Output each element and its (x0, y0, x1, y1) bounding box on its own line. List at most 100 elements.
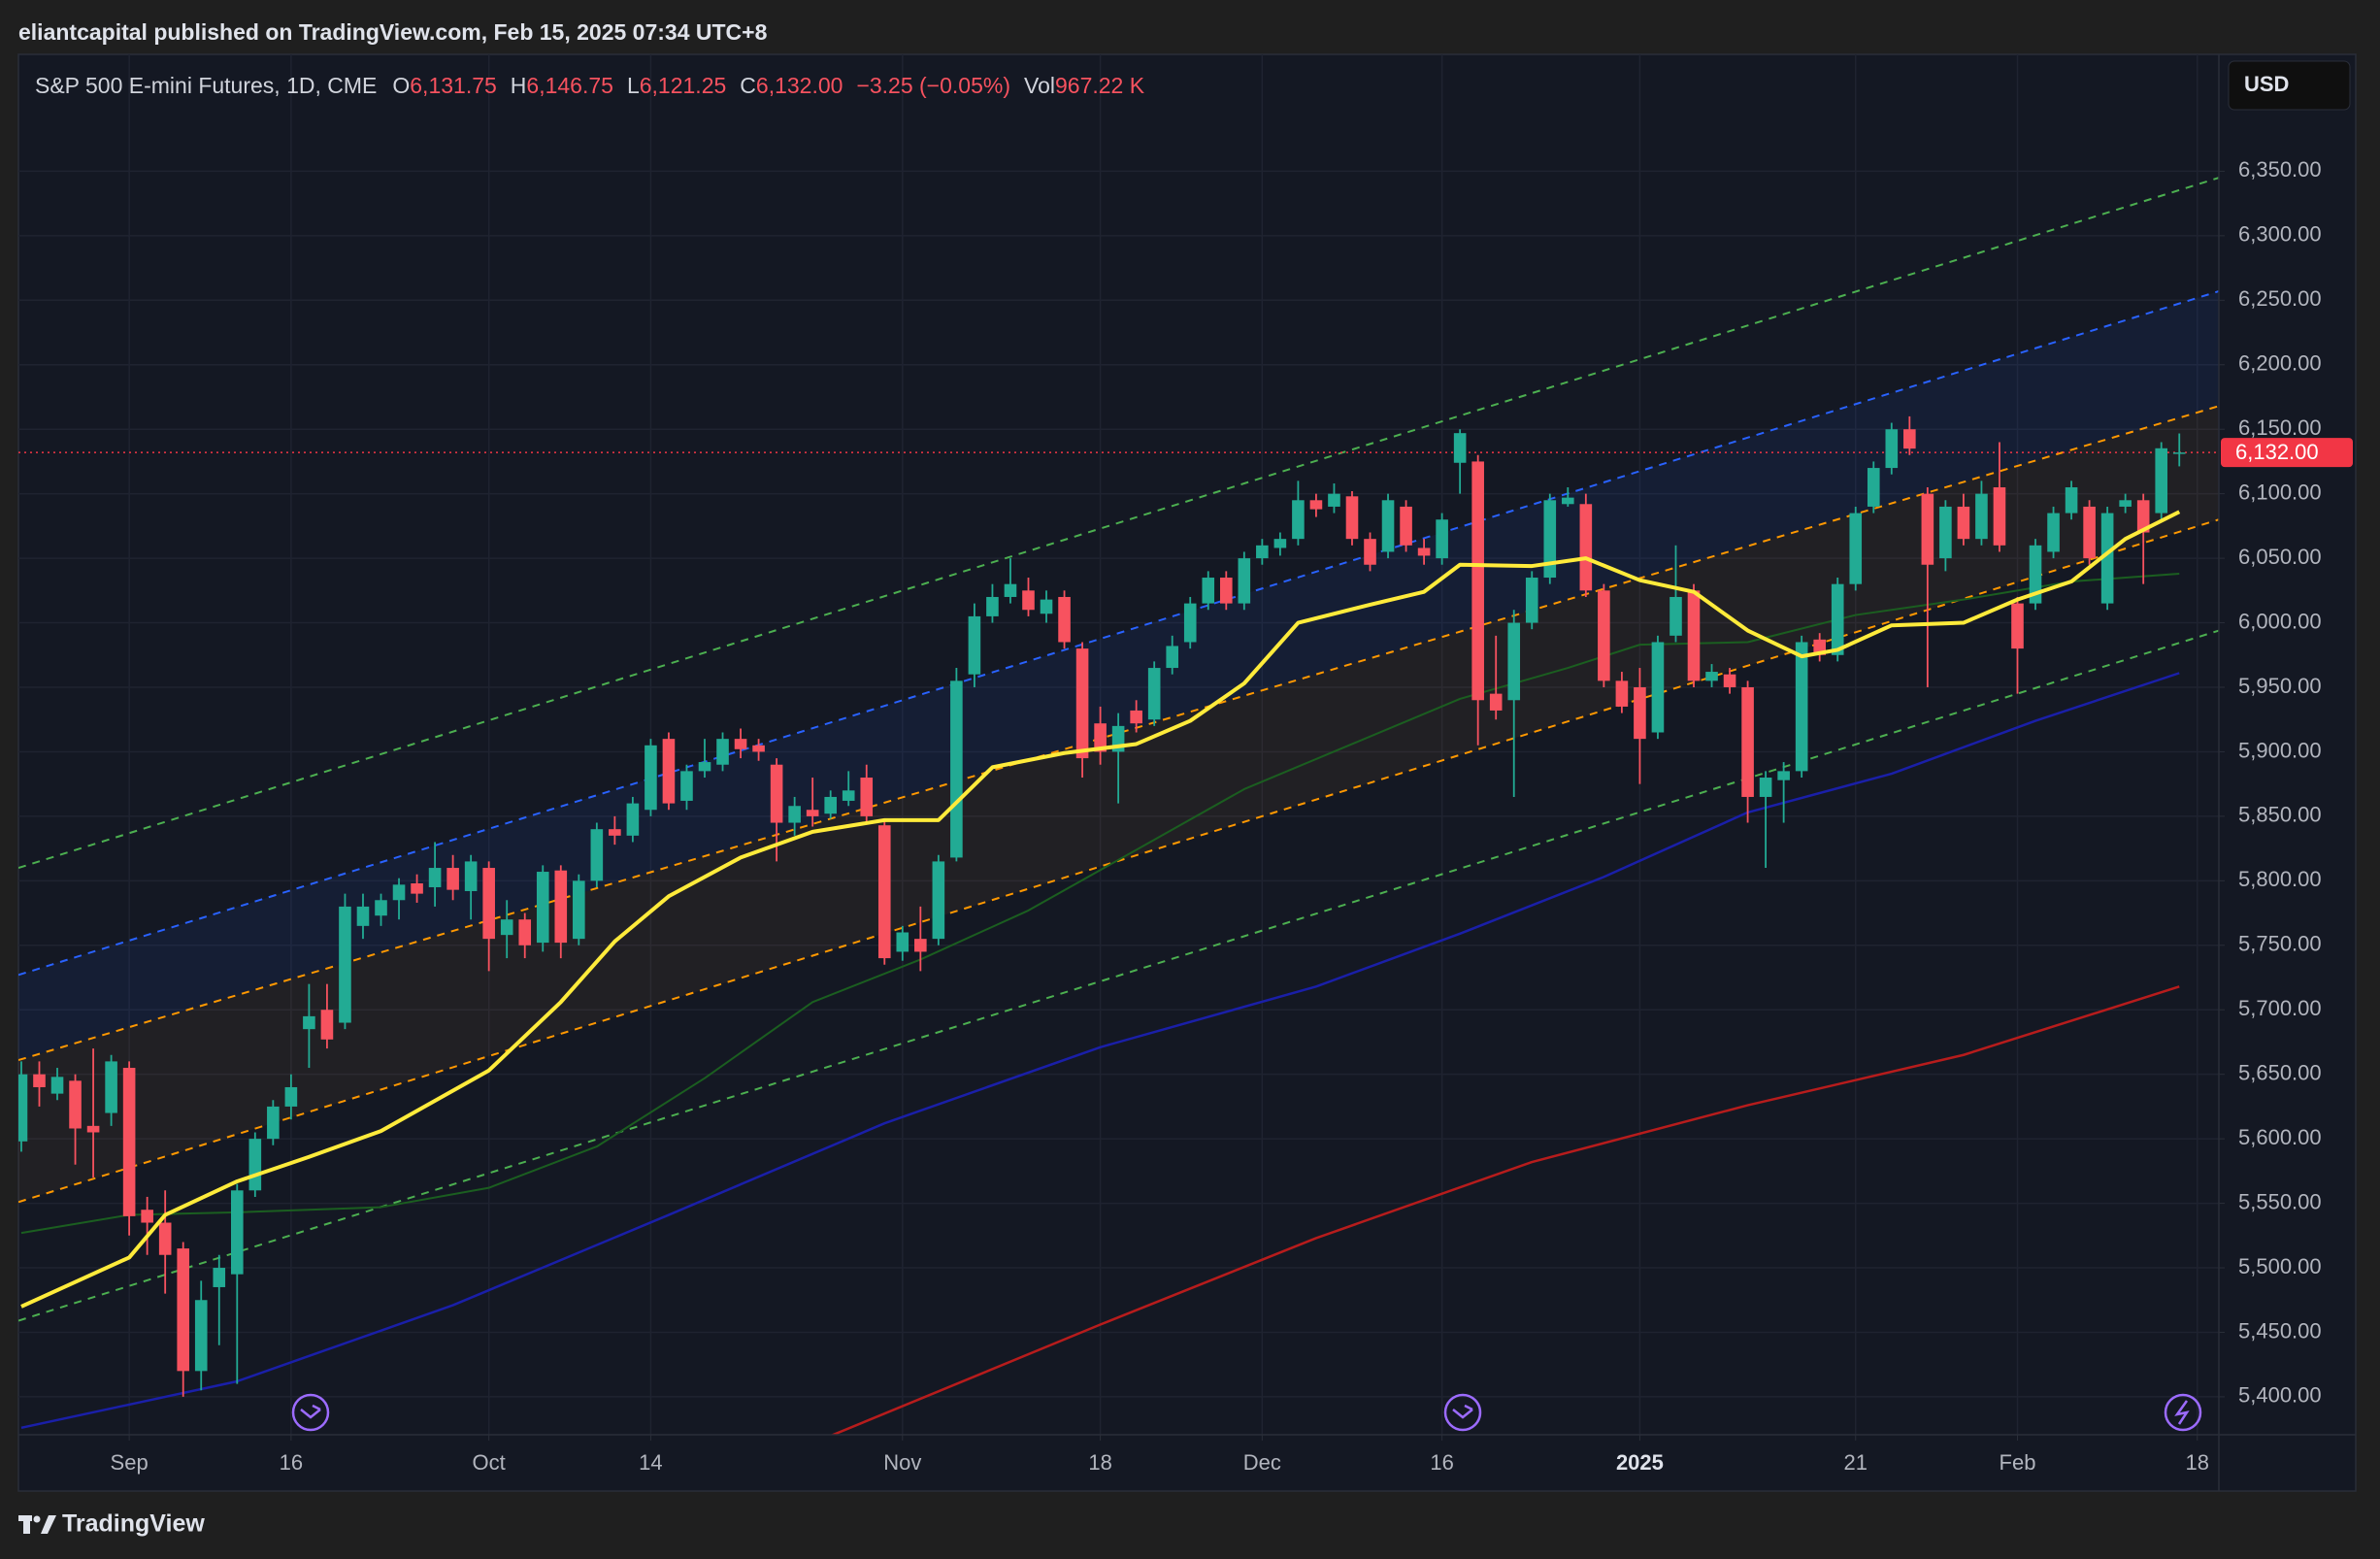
candle-body (1292, 500, 1305, 540)
candle-body (18, 1074, 28, 1142)
y-tick-label: 6,100.00 (2238, 480, 2322, 504)
currency-button[interactable] (2228, 60, 2351, 111)
candle-body (1238, 558, 1251, 604)
candle-body (573, 880, 585, 940)
candle-body (284, 1086, 298, 1107)
candle-body (590, 829, 604, 881)
y-tick-label: 5,550.00 (2238, 1189, 2322, 1213)
legend-value: 6,121.25 (640, 73, 727, 98)
candle-body (536, 872, 549, 944)
candle-body (141, 1210, 153, 1223)
last-price-label: 6,132.00 (2235, 440, 2319, 464)
candle-body (842, 790, 855, 801)
x-tick-label: 18 (1088, 1450, 1111, 1475)
candle-body (1489, 693, 1503, 711)
moving-average (20, 510, 2181, 1309)
candle-body (33, 1074, 46, 1087)
legend-value: 6,146.75 (526, 73, 613, 98)
candle-body (662, 739, 676, 804)
candle-body (303, 1015, 315, 1030)
candle-body (698, 762, 711, 772)
candle-body (1669, 596, 1682, 636)
y-tick-label: 5,650.00 (2238, 1060, 2322, 1084)
candle-body (1202, 578, 1215, 604)
candle-body (1166, 646, 1179, 669)
candle-body (2136, 500, 2150, 533)
x-tick-label: Sep (111, 1450, 149, 1475)
candle-body (1921, 493, 1934, 565)
x-tick-label: Feb (2000, 1450, 2036, 1475)
candle-body (122, 1068, 136, 1216)
legend-value: 6,131.75 (410, 73, 497, 98)
y-tick-label: 5,950.00 (2238, 674, 2322, 698)
candle-body (518, 919, 532, 945)
y-tick-label: 6,000.00 (2238, 609, 2322, 633)
candle-body (1471, 461, 1484, 701)
candle-body (752, 745, 765, 752)
y-tick-label: 6,250.00 (2238, 286, 2322, 311)
event-marker[interactable] (2164, 1393, 2202, 1432)
candle-body (2065, 487, 2078, 514)
candle-body (213, 1268, 226, 1287)
y-tick-label: 5,500.00 (2238, 1254, 2322, 1278)
candle-body (1993, 487, 2006, 546)
currency-label[interactable]: USD (2244, 72, 2289, 96)
candle-body (1256, 545, 1269, 559)
candle-body (1634, 686, 1646, 740)
candle-body (914, 939, 927, 952)
candle-body (1183, 603, 1197, 643)
event-marker[interactable] (1443, 1393, 1482, 1432)
moving-average (20, 672, 2180, 1430)
event-icon (2174, 1400, 2190, 1425)
candle-body (1777, 771, 1790, 780)
candle-body (950, 680, 963, 858)
moving-average (20, 573, 2180, 1235)
candle-body (1831, 583, 1844, 655)
y-tick-label: 6,200.00 (2238, 351, 2322, 376)
event-icon (1452, 1404, 1473, 1419)
candle-body (267, 1106, 280, 1140)
y-tick-label: 6,150.00 (2238, 415, 2322, 440)
moving-average (830, 985, 2180, 1435)
candle-body (411, 882, 423, 894)
legend-value: 6,132.00 (756, 73, 843, 98)
y-tick-label: 5,850.00 (2238, 803, 2322, 827)
logo-part (33, 1515, 41, 1523)
candle-body (986, 596, 999, 616)
candle-body (1903, 429, 1916, 449)
channel-line (18, 290, 2219, 977)
candle-body (645, 745, 657, 811)
candle-body (1309, 500, 1323, 510)
y-tick-label: 5,700.00 (2238, 996, 2322, 1020)
candle-body (1328, 493, 1340, 507)
candle-body (1598, 590, 1610, 681)
legend-key: O (392, 73, 410, 98)
candle-body (1436, 519, 1448, 559)
candle-body (968, 615, 981, 675)
candle-body (158, 1222, 172, 1255)
brand-name: TradingView (62, 1510, 205, 1538)
event-icon (300, 1404, 321, 1419)
candle-body (716, 739, 729, 765)
x-tick-label: 2025 (1616, 1450, 1664, 1475)
candle-body (1004, 583, 1017, 597)
candle-body (1562, 497, 1574, 505)
candle-body (1525, 578, 1538, 623)
y-tick-label: 5,400.00 (2238, 1383, 2322, 1408)
candle-body (392, 884, 406, 901)
candle-body (932, 861, 945, 940)
candle-body (69, 1080, 82, 1129)
candle-body (1651, 642, 1665, 733)
candle-body (320, 1010, 334, 1040)
y-tick-label: 5,600.00 (2238, 1125, 2322, 1149)
event-marker[interactable] (291, 1393, 330, 1432)
y-tick-label: 6,300.00 (2238, 222, 2322, 247)
candle-body (1130, 710, 1142, 724)
candle-body (1867, 468, 1880, 507)
legend-key: C (740, 73, 756, 98)
candle-body (1957, 506, 1970, 540)
candle-body (1381, 500, 1395, 552)
logo-part (23, 1515, 30, 1534)
candle-body (877, 825, 891, 959)
legend-title: S&P 500 E-mini Futures, 1D, CME (35, 73, 377, 98)
